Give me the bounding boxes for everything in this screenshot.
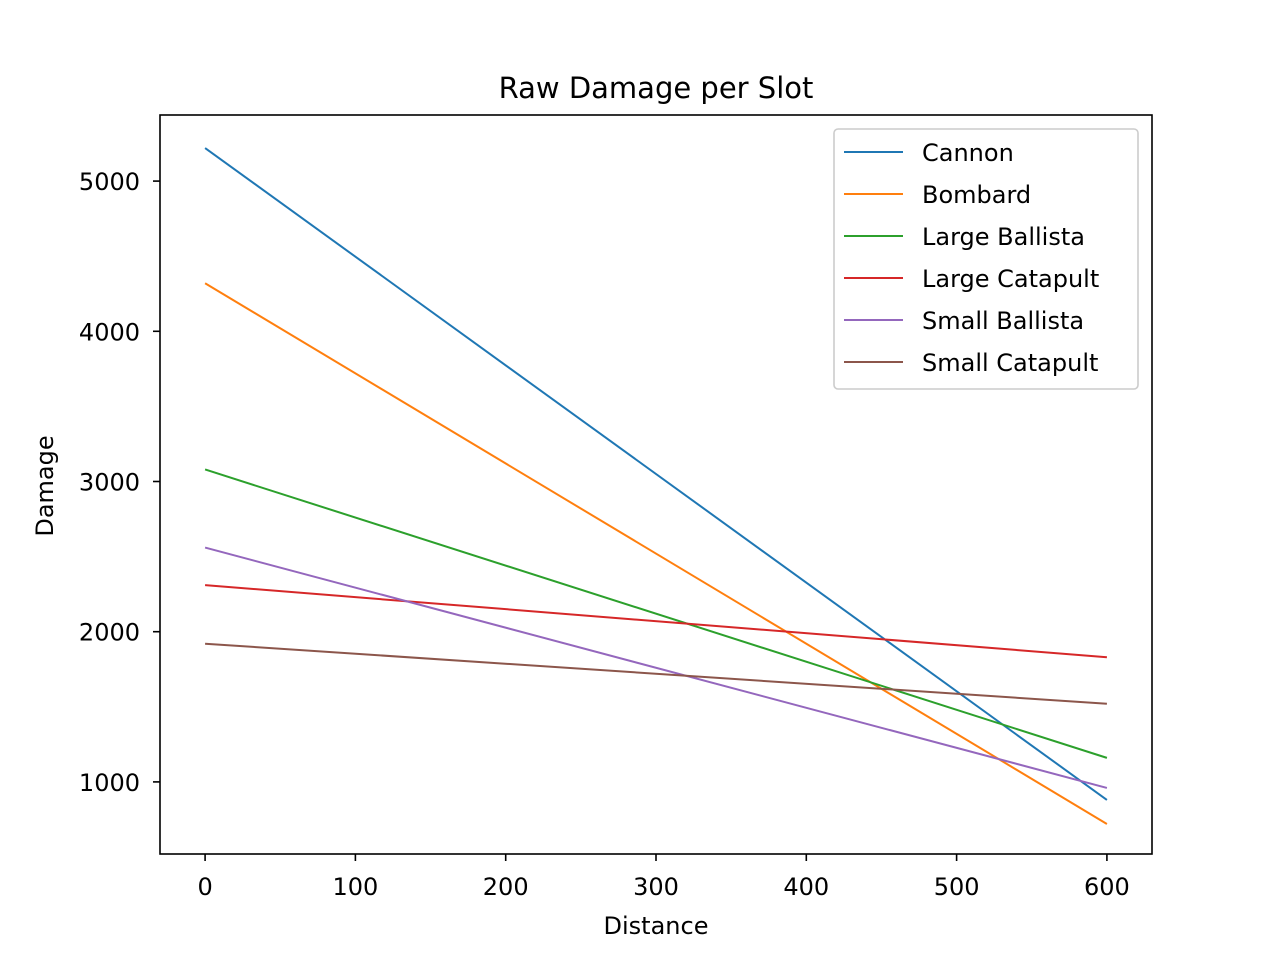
chart-title: Raw Damage per Slot <box>499 71 814 105</box>
legend: Cannon Bombard Large Ballista Large Catapul… <box>833 128 1139 390</box>
series-line-bombard <box>204 282 1108 825</box>
series-line-large-ballista <box>204 468 1108 759</box>
legend-label: Bombard <box>922 181 1031 209</box>
x-axis: 0 100 200 300 400 500 600 <box>197 854 1130 901</box>
legend-label: Large Ballista <box>922 223 1085 251</box>
x-tick-label: 500 <box>934 873 980 901</box>
x-tick-label: 300 <box>633 873 679 901</box>
y-tick-label: 4000 <box>79 318 140 346</box>
x-tick-label: 100 <box>332 873 378 901</box>
y-tick-label: 2000 <box>79 619 140 647</box>
plot-lines <box>204 147 1108 825</box>
x-tick-label: 0 <box>197 873 212 901</box>
y-axis-label: Damage <box>31 435 59 536</box>
y-axis: 1000 2000 3000 4000 5000 <box>79 168 160 797</box>
legend-label: Cannon <box>922 139 1014 167</box>
series-line-small-ballista <box>204 546 1108 789</box>
series-line-large-catapult <box>205 584 1107 659</box>
y-tick-label: 3000 <box>79 468 140 496</box>
y-tick-label: 1000 <box>79 769 140 797</box>
x-tick-label: 400 <box>783 873 829 901</box>
legend-label: Small Catapult <box>922 349 1098 377</box>
x-axis-label: Distance <box>604 912 709 940</box>
y-tick-label: 5000 <box>79 168 140 196</box>
legend-label: Small Ballista <box>922 307 1084 335</box>
series-line-cannon <box>204 147 1108 801</box>
x-tick-label: 200 <box>483 873 529 901</box>
legend-frame <box>833 128 1139 390</box>
series-line-small-catapult <box>205 642 1107 705</box>
legend-label: Large Catapult <box>922 265 1099 293</box>
x-tick-label: 600 <box>1084 873 1130 901</box>
